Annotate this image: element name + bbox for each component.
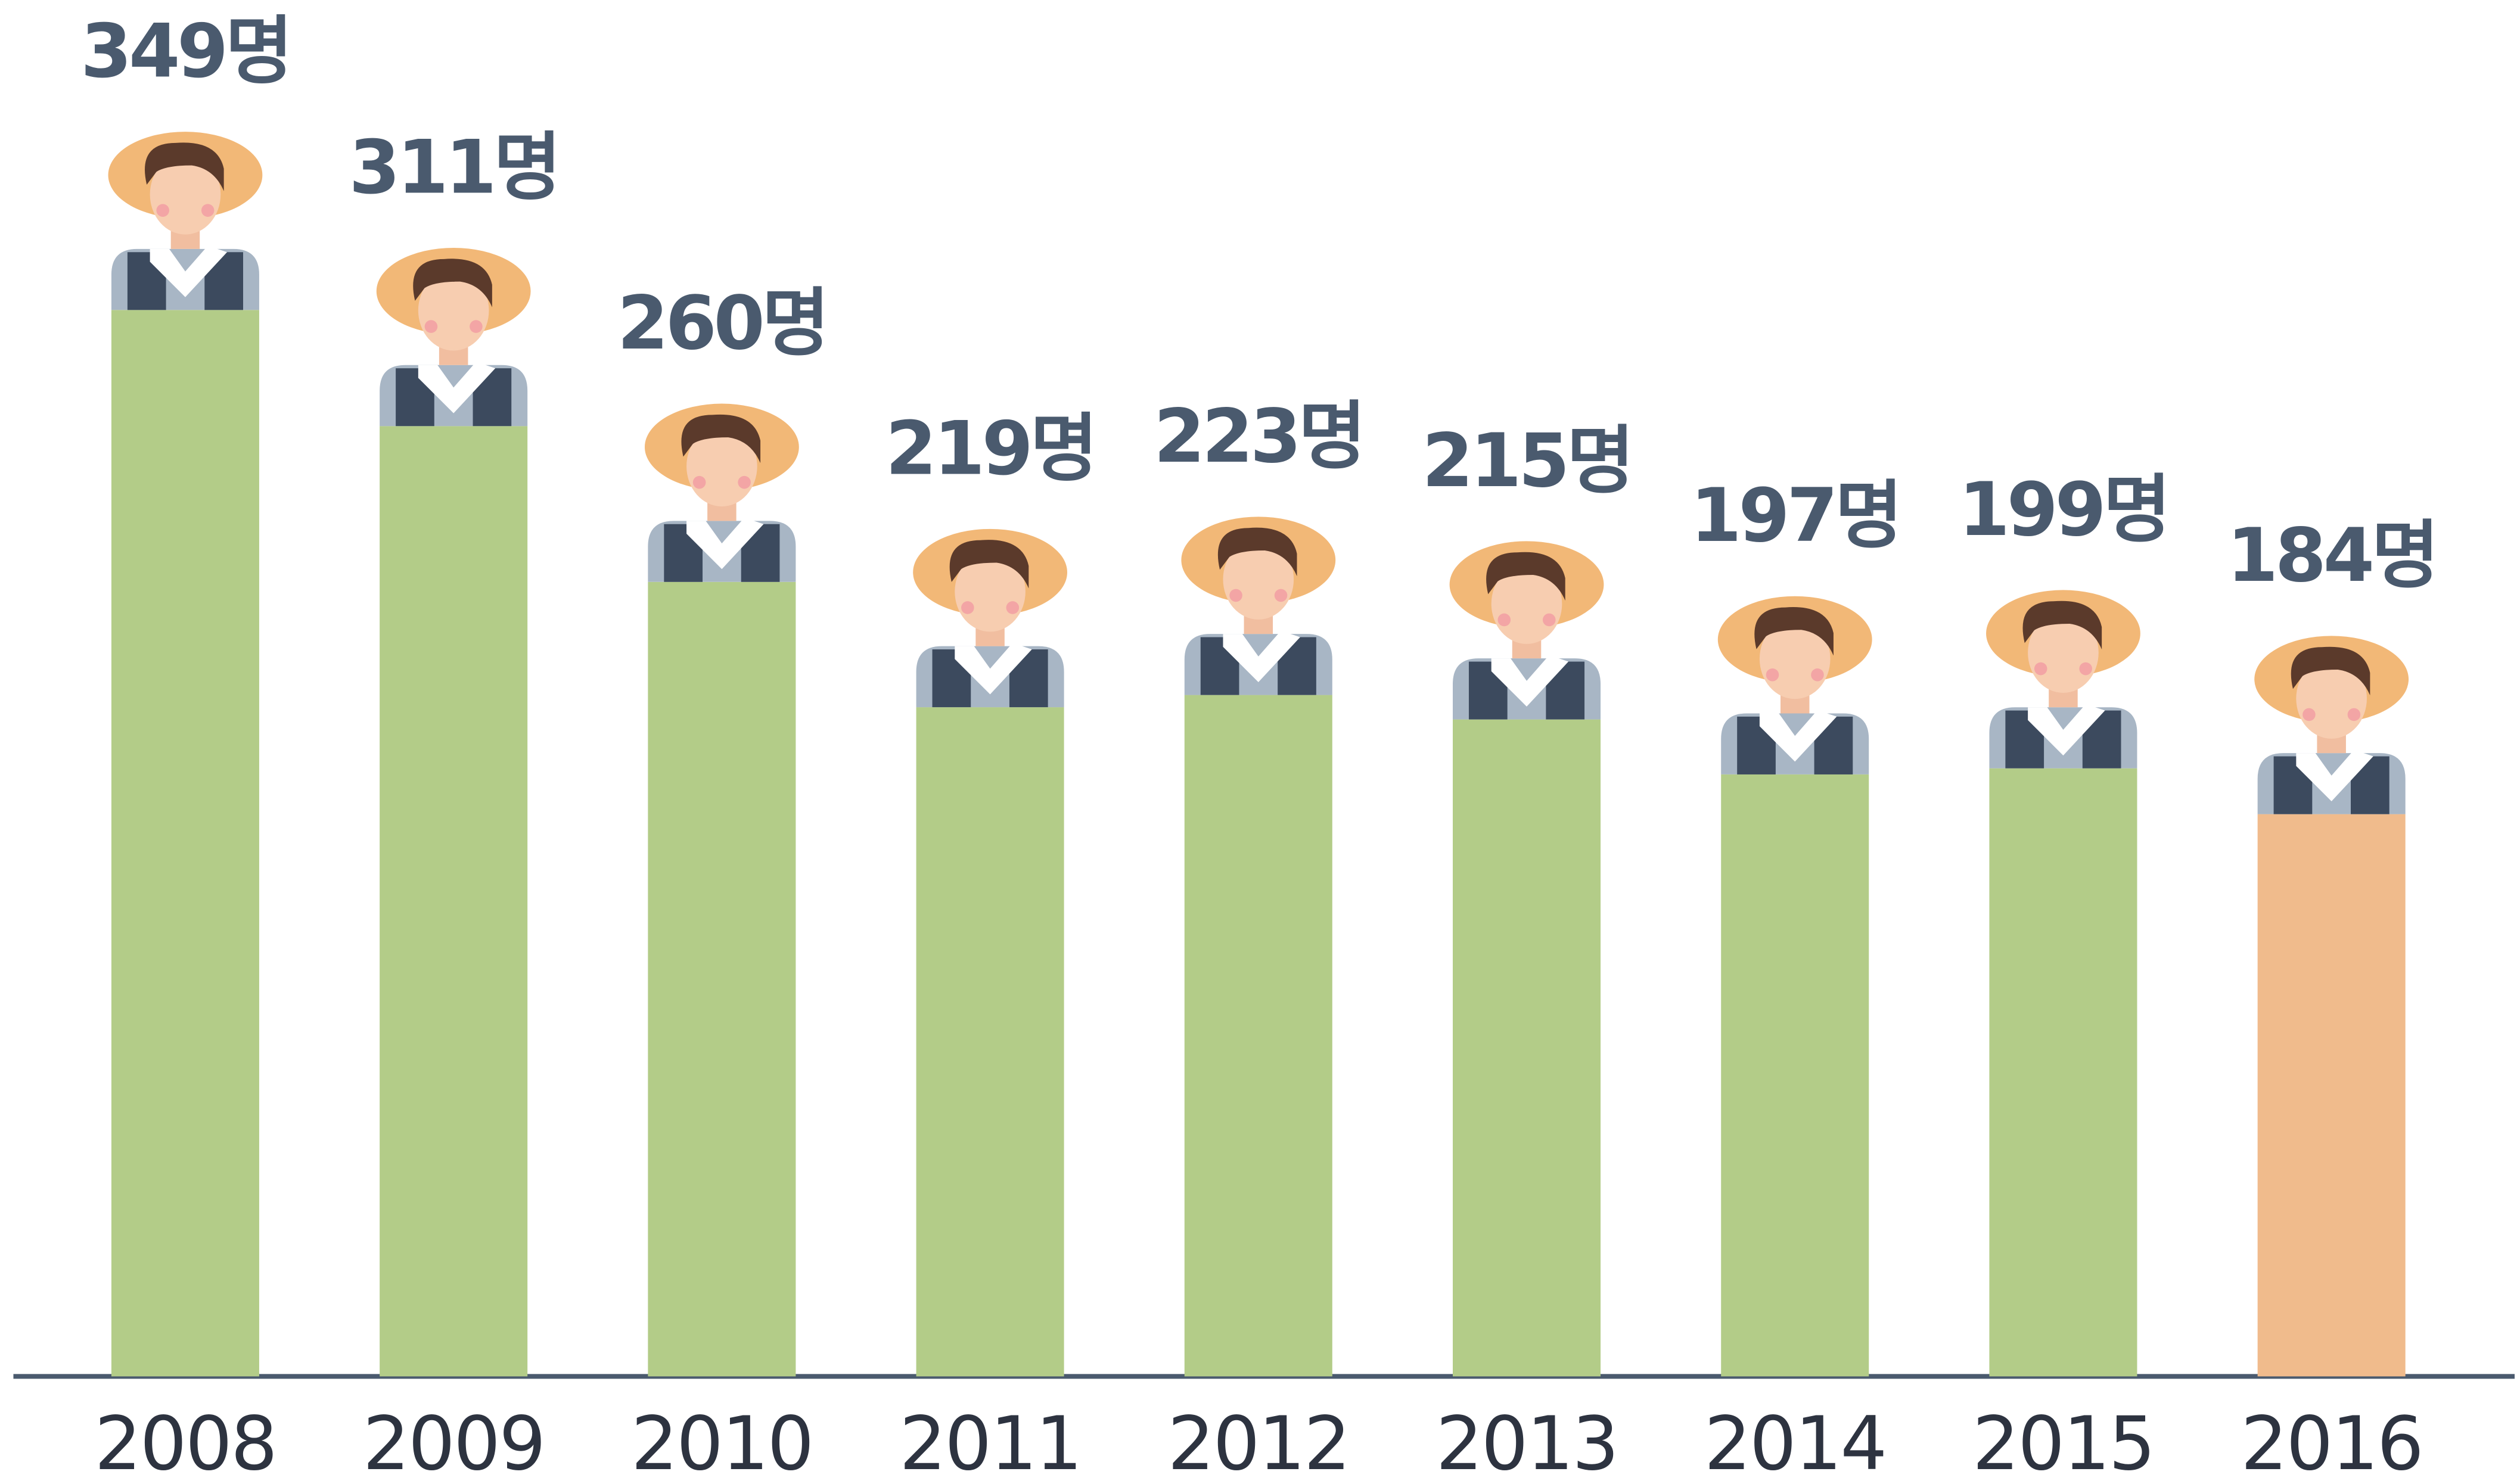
farmer-figure [108, 132, 263, 310]
cheek [1497, 613, 1511, 627]
hair [2291, 646, 2370, 696]
cheek [424, 320, 438, 333]
farmer-figure [644, 403, 799, 582]
value-label: 311명 [349, 125, 558, 210]
hair [681, 414, 761, 463]
collar [1759, 710, 1837, 762]
hair [2022, 601, 2102, 650]
bar [1184, 695, 1332, 1377]
bar [1989, 768, 2137, 1377]
value-label: 215명 [1422, 418, 1631, 504]
x-tick-label: 2011 [899, 1401, 1081, 1484]
bar [648, 581, 796, 1377]
x-tick-label: 2009 [363, 1401, 545, 1484]
collar [1223, 630, 1300, 683]
collar [1491, 655, 1569, 707]
x-tick-label: 2016 [2241, 1401, 2422, 1484]
farmer-figure [1986, 590, 2140, 769]
bar [2257, 814, 2406, 1377]
farmer-figure [1181, 517, 1336, 695]
hair [1486, 552, 1565, 601]
value-label: 199명 [1959, 467, 2168, 553]
cheek [961, 601, 974, 614]
collar [418, 362, 496, 413]
bar [111, 310, 259, 1377]
farmer-figure [1449, 541, 1604, 720]
cheek [1811, 668, 1824, 682]
farmer-figure [376, 247, 531, 427]
x-tick-label: 2014 [1704, 1401, 1886, 1484]
value-label: 184명 [2227, 513, 2436, 599]
x-tick-label: 2012 [1167, 1401, 1349, 1484]
bar [380, 426, 528, 1377]
cheek [1766, 668, 1779, 682]
collar [2296, 749, 2373, 802]
x-tick-label: 2013 [1436, 1401, 1618, 1484]
cheek [738, 475, 751, 489]
value-label: 219명 [885, 406, 1095, 491]
cheek [2303, 708, 2316, 721]
cheek [1006, 601, 1020, 614]
farmer-figure [913, 528, 1067, 708]
cheek [201, 204, 215, 217]
hair [145, 142, 224, 191]
collar [686, 517, 764, 570]
cheek [2347, 708, 2361, 721]
cheek [2079, 662, 2092, 676]
collar [2028, 704, 2105, 756]
value-label: 260명 [617, 281, 826, 366]
bar [1453, 719, 1601, 1377]
cheek [1542, 613, 1556, 627]
value-label: 349명 [80, 9, 290, 95]
cheek [1274, 589, 1288, 602]
collar [150, 245, 228, 297]
x-tick-label: 2015 [1972, 1401, 2154, 1484]
cheek [1229, 589, 1242, 602]
farmer-figure [2254, 636, 2409, 814]
hair [949, 540, 1029, 589]
bar [1721, 774, 1869, 1377]
cheek [2034, 662, 2047, 676]
cheek [692, 475, 706, 489]
value-label: 197명 [1691, 473, 1900, 559]
value-label: 223명 [1154, 394, 1363, 480]
farmer-figure [1717, 596, 1872, 774]
bar [916, 707, 1064, 1377]
hair [1217, 527, 1297, 577]
cheek [156, 204, 169, 217]
collar [955, 643, 1032, 695]
hair [1754, 607, 1834, 656]
hair [413, 259, 492, 307]
x-tick-label: 2010 [631, 1401, 813, 1484]
cheek [470, 320, 483, 333]
x-tick-label: 2008 [95, 1401, 276, 1484]
